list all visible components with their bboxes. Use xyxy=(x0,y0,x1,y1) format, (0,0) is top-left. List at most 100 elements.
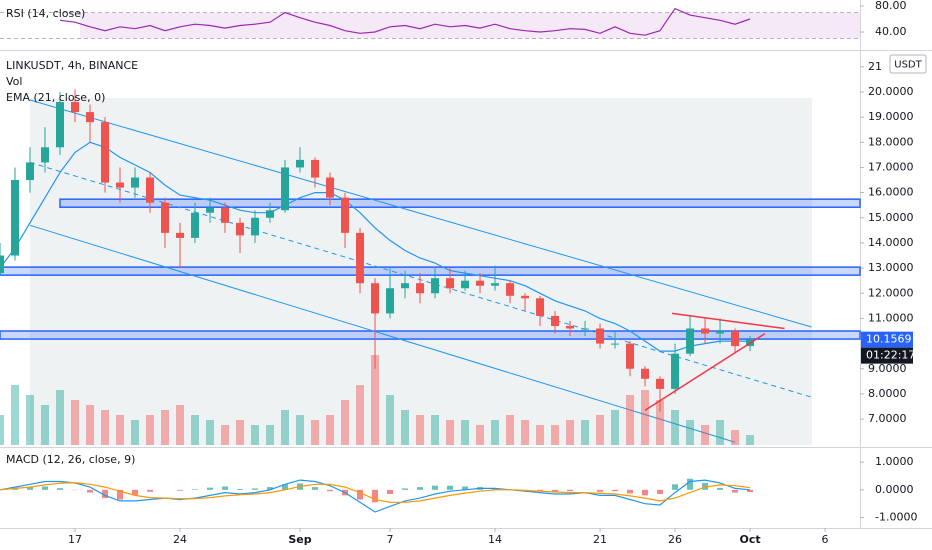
candle-body xyxy=(56,102,65,148)
macd-title: MACD (12, 26, close, 9) xyxy=(6,453,135,466)
volume-bar xyxy=(221,425,230,445)
candle-body xyxy=(71,102,80,113)
y-tick-label: 17.0000 xyxy=(868,160,914,173)
volume-bar xyxy=(386,395,395,445)
volume-bar xyxy=(746,435,755,445)
x-tick-label: Sep xyxy=(288,533,311,546)
macd-histogram-bar xyxy=(237,489,244,490)
candle-body xyxy=(566,325,575,329)
macd-histogram-bar xyxy=(612,489,619,492)
candle-body xyxy=(326,177,335,198)
volume-bar xyxy=(311,420,320,445)
macd-histogram-bar xyxy=(657,489,664,494)
candle-body xyxy=(626,343,635,369)
triangle-line xyxy=(644,332,766,411)
countdown-box xyxy=(861,347,913,364)
macd-histogram-bar xyxy=(192,489,199,490)
volume-bar xyxy=(716,420,725,445)
macd-histogram-bar xyxy=(222,486,229,490)
volume-bar xyxy=(56,390,65,445)
candle-body xyxy=(701,328,710,334)
macd-histogram-bar xyxy=(417,487,424,490)
candle-body xyxy=(146,177,155,203)
volume-bar xyxy=(431,415,440,445)
macd-histogram-bar xyxy=(402,488,409,490)
volume-bar xyxy=(341,400,350,445)
price-zone xyxy=(0,330,861,340)
candle-body xyxy=(191,212,200,238)
macd-histogram-bar xyxy=(702,482,709,490)
macd-histogram-bar xyxy=(42,486,49,490)
candle-body xyxy=(161,202,170,233)
candle-body xyxy=(401,283,410,289)
macd-histogram-bar xyxy=(387,489,394,494)
volume-bar xyxy=(551,425,560,445)
y-tick-label: 15.0000 xyxy=(868,211,914,224)
candle-body xyxy=(506,283,515,296)
macd-histogram-bar xyxy=(717,487,724,490)
volume-bar xyxy=(266,425,275,445)
volume-bar xyxy=(701,425,710,445)
candle-body xyxy=(236,222,245,236)
volume-bar xyxy=(176,405,185,445)
candle-body xyxy=(371,283,380,314)
candle-body xyxy=(431,278,440,294)
candle-body xyxy=(101,122,110,183)
triangle-line xyxy=(671,312,785,330)
candle-body xyxy=(641,368,650,379)
x-tick-label: 26 xyxy=(668,533,682,546)
countdown: 01:22:17 xyxy=(866,349,915,362)
y-tick-label: 19.0000 xyxy=(868,110,914,123)
candle-body xyxy=(656,378,665,389)
candle-body xyxy=(461,280,470,289)
volume-bar xyxy=(0,415,4,445)
x-tick-label: 21 xyxy=(593,533,607,546)
volume-bar xyxy=(506,415,515,445)
volume-bar xyxy=(596,415,605,445)
volume-bar xyxy=(191,415,200,445)
macd-histogram-bar xyxy=(552,489,559,492)
macd-histogram-bar xyxy=(747,489,754,493)
candle-body xyxy=(116,182,125,188)
channel-line xyxy=(29,99,812,328)
macd-histogram-bar xyxy=(372,489,379,503)
macd-histogram-bar xyxy=(267,487,274,490)
volume-bar xyxy=(656,400,665,445)
macd-histogram-bar xyxy=(687,478,694,490)
volume-bar xyxy=(566,420,575,445)
macd-histogram-bar xyxy=(177,489,184,491)
candle-body xyxy=(356,232,365,284)
macd-histogram-bar xyxy=(27,487,34,490)
x-tick-label: Oct xyxy=(739,533,760,546)
rsi-line xyxy=(59,7,751,36)
y-tick-label: 20.0000 xyxy=(868,85,914,98)
currency: USDT xyxy=(894,60,922,71)
volume-bar xyxy=(281,410,290,445)
candle-body xyxy=(206,207,215,213)
volume-bar xyxy=(131,420,140,445)
macd-histogram-bar xyxy=(672,484,679,490)
volume-bar xyxy=(731,430,740,445)
macd-histogram-bar xyxy=(537,489,544,492)
price-zone xyxy=(0,266,861,276)
volume-bar xyxy=(521,420,530,445)
rsi-band xyxy=(80,12,860,39)
macd-histogram-bar xyxy=(282,484,289,490)
y-tick-label: 16.0000 xyxy=(868,186,914,199)
price-zone xyxy=(59,198,861,208)
macd-histogram-bar xyxy=(732,489,739,493)
y-tick-label: 7.0000 xyxy=(868,412,907,425)
volume-bar xyxy=(11,385,20,445)
y-tick-label: 13.0000 xyxy=(868,261,914,274)
candle-body xyxy=(686,328,695,354)
candle-body xyxy=(86,112,95,123)
currency-box[interactable] xyxy=(889,54,927,74)
volume-bar xyxy=(371,355,380,445)
y-tick-label: -1.0000 xyxy=(875,510,917,523)
y-tick-label: 8.0000 xyxy=(868,387,907,400)
macd-histogram-bar xyxy=(627,489,634,494)
macd-histogram-bar xyxy=(567,489,574,492)
candle-body xyxy=(731,331,740,347)
x-tick-label: 6 xyxy=(822,533,829,546)
